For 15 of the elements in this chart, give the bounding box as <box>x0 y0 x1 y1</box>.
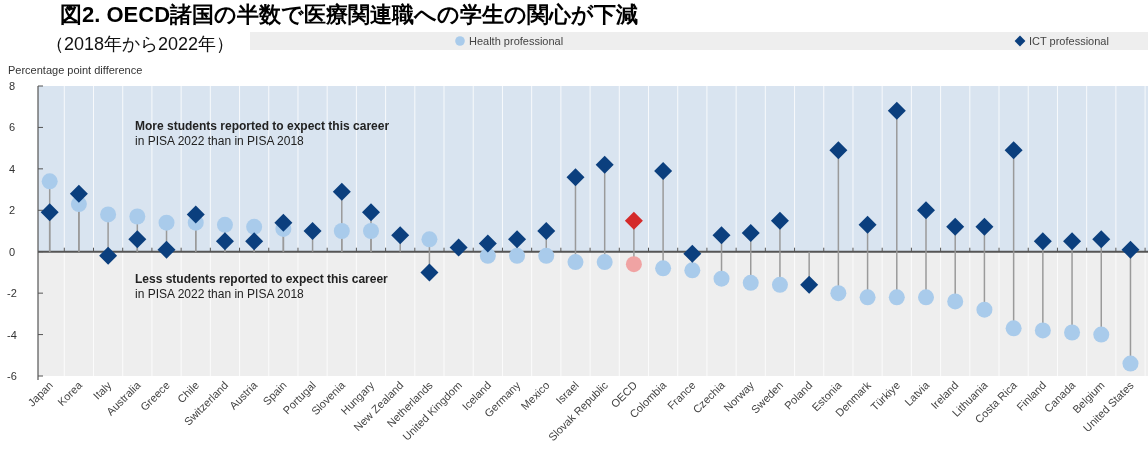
y-tick-label: 4 <box>8 162 16 175</box>
chart-subtitle: （2018年から2022年） <box>46 34 235 54</box>
legend-label: Health professional <box>469 35 564 47</box>
y-tick-label: 8 <box>8 80 16 92</box>
y-tick-label: 2 <box>8 204 16 217</box>
band-label: More students reported to expect this career in PISA 2022 than in PISA 2018 <box>135 118 390 148</box>
chart-title: 図2. OECD諸国の半数で医療関連職への学生の関心が下減 <box>60 2 639 27</box>
y-tick-label: -6 <box>7 370 17 382</box>
band-label: Less students reported to expect this career in PISA 2022 than in PISA 2018 <box>135 272 389 301</box>
y-tick-label: 0 <box>8 245 16 258</box>
legend-label: ICT professional <box>1029 35 1109 47</box>
y-tick-label: -2 <box>7 287 17 300</box>
y-tick-label: 6 <box>8 121 16 134</box>
y-tick-label: -4 <box>7 328 17 341</box>
y-axis-title: Percentage point difference <box>8 64 143 76</box>
